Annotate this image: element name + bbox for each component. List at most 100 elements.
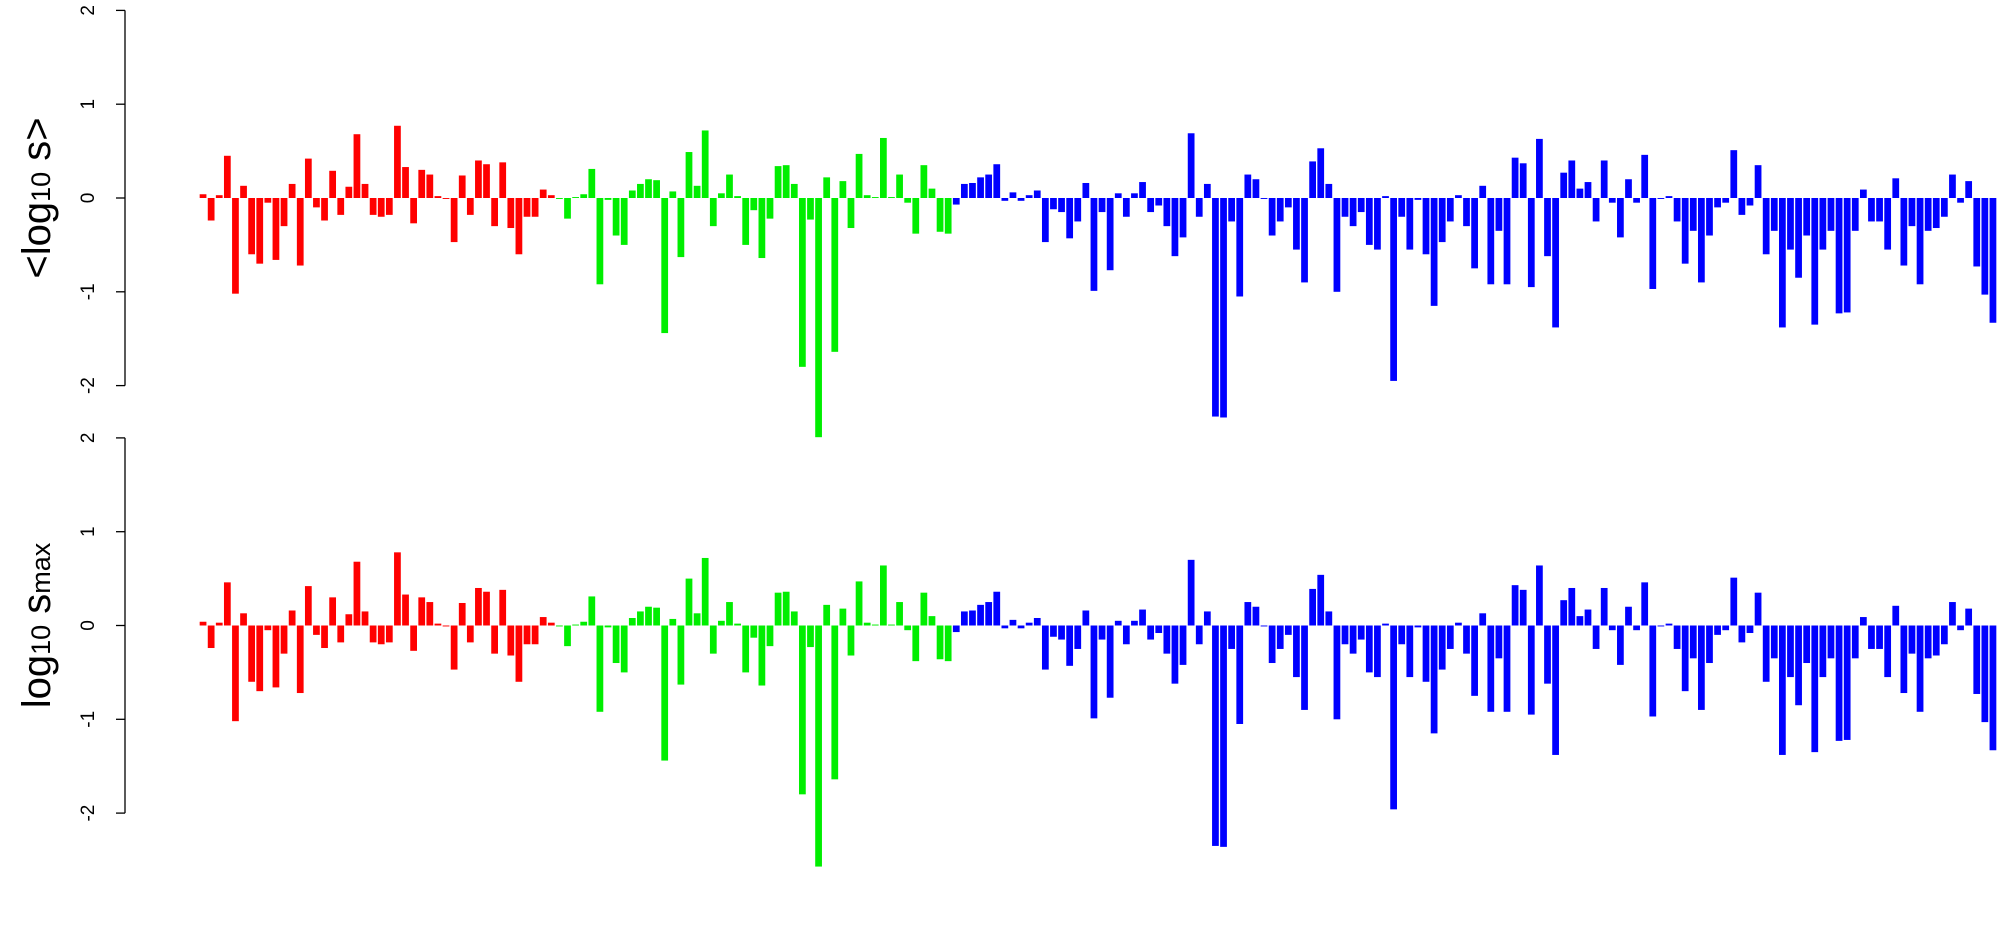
bar — [1114, 193, 1122, 198]
bar — [361, 183, 369, 198]
bar — [1795, 198, 1802, 278]
bar — [491, 198, 498, 227]
bar — [288, 183, 296, 198]
bar — [734, 623, 741, 626]
y-label-part: max — [26, 542, 56, 594]
y-tick-label: -2 — [78, 377, 99, 394]
bar — [750, 198, 758, 211]
bar — [1617, 625, 1624, 665]
bar — [993, 591, 1001, 626]
bar — [1584, 609, 1592, 626]
bar — [960, 611, 968, 626]
bar — [815, 198, 822, 438]
bar — [1082, 610, 1090, 626]
bar — [1309, 161, 1317, 198]
bar — [1738, 198, 1746, 215]
bar — [1163, 625, 1171, 654]
bar — [1843, 625, 1851, 740]
bar — [782, 165, 790, 198]
bar — [1981, 198, 1989, 295]
bar — [645, 606, 652, 626]
bar — [596, 625, 604, 712]
bar — [831, 198, 839, 352]
bar — [1374, 625, 1381, 678]
bar — [1301, 198, 1308, 283]
bar — [758, 198, 766, 259]
bar — [531, 198, 539, 217]
bar — [1754, 592, 1762, 626]
bar — [1722, 198, 1730, 203]
bar — [1957, 625, 1964, 631]
bar — [766, 198, 774, 219]
bar — [685, 578, 693, 626]
bar — [1527, 625, 1535, 715]
bar — [1568, 587, 1576, 626]
bar — [1584, 182, 1592, 198]
bar — [507, 198, 515, 229]
bar — [774, 166, 782, 198]
bar — [1382, 623, 1389, 626]
bar — [1301, 625, 1308, 710]
bar — [394, 552, 401, 626]
bar — [1641, 582, 1649, 626]
bar — [345, 614, 353, 626]
bar — [1365, 625, 1373, 673]
bar — [1479, 185, 1487, 198]
bar — [596, 198, 604, 285]
y-tick-label: 2 — [78, 5, 99, 16]
bar — [296, 198, 304, 266]
bar — [1195, 625, 1203, 645]
bar — [369, 625, 377, 643]
bar — [1940, 198, 1948, 217]
bar — [1714, 625, 1721, 635]
bar — [1171, 198, 1179, 257]
bar — [1220, 198, 1227, 418]
bar — [402, 167, 409, 198]
bar — [1406, 625, 1414, 678]
bar — [1568, 160, 1576, 198]
bar — [1527, 198, 1535, 288]
bar — [952, 198, 960, 205]
bar — [588, 168, 596, 198]
bar — [1106, 198, 1114, 271]
bar — [1843, 198, 1851, 313]
bar — [1511, 157, 1519, 198]
bar — [1916, 198, 1924, 285]
bar — [1876, 625, 1883, 649]
bar — [1965, 608, 1973, 626]
bar — [1552, 625, 1559, 755]
bar — [1001, 198, 1009, 201]
bar — [418, 169, 426, 198]
bar — [1212, 198, 1219, 417]
bar — [661, 198, 669, 334]
bar — [539, 617, 547, 626]
bar — [1122, 625, 1130, 645]
bar — [1511, 585, 1519, 626]
bar — [1349, 625, 1357, 654]
bar — [677, 198, 685, 258]
bar — [709, 625, 717, 654]
bar — [434, 623, 442, 626]
bar — [353, 134, 361, 198]
bar — [1268, 198, 1276, 236]
bar — [1495, 198, 1503, 231]
bar — [726, 174, 733, 198]
bar — [507, 625, 515, 656]
bar — [1025, 195, 1033, 198]
bar — [1495, 625, 1503, 659]
bar — [920, 592, 928, 626]
bar — [572, 197, 579, 198]
bar — [1349, 198, 1357, 227]
bar — [1673, 625, 1681, 649]
bar — [1544, 625, 1551, 684]
bar — [248, 198, 256, 255]
bar — [774, 592, 782, 626]
bar — [1819, 198, 1827, 250]
bar — [1414, 625, 1422, 628]
bar — [1276, 625, 1284, 649]
bar — [863, 622, 871, 626]
bar — [1357, 625, 1365, 640]
bar — [329, 597, 337, 626]
bar — [807, 198, 814, 220]
bar — [1050, 198, 1057, 210]
